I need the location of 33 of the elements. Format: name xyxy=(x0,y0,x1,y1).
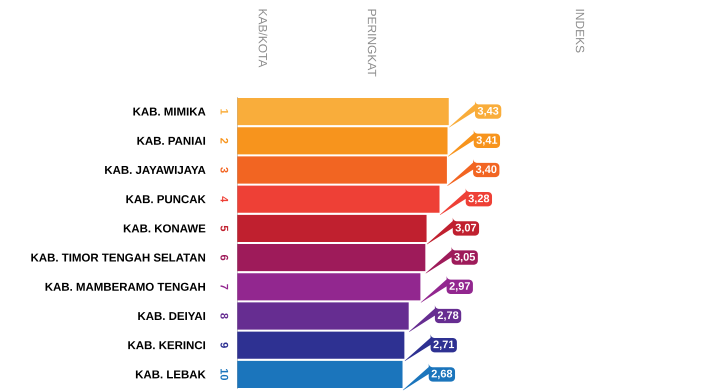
text: 4 xyxy=(220,196,228,202)
data-label: 3,43 xyxy=(478,107,498,116)
data-label: 2,71 xyxy=(433,340,454,350)
text: 3 xyxy=(220,167,228,173)
data-label: 3,40 xyxy=(476,166,496,175)
y-tick-label: KAB. MAMBERAMO TENGAH xyxy=(46,282,206,292)
data-label: 2,97 xyxy=(449,282,470,292)
text: 8 xyxy=(220,313,228,319)
data-label: 2,68 xyxy=(432,370,452,380)
y-tick-label: KAB. PUNCAK xyxy=(126,195,206,204)
y-tick-label: KAB. TIMOR TENGAH SELATAN xyxy=(31,254,206,262)
y-tick-label: KAB. LEBAK xyxy=(136,370,206,379)
text: 5 xyxy=(220,226,228,232)
text: INDEKS xyxy=(576,10,584,53)
data-label: 2,78 xyxy=(438,312,458,321)
text: 10 xyxy=(220,369,228,380)
text: 6 xyxy=(220,255,228,260)
y-tick-label: KAB. JAYAWIJAYA xyxy=(105,166,206,174)
data-label: 3,41 xyxy=(476,136,498,146)
y-tick-label: KAB. PANIAI xyxy=(137,137,206,145)
y-tick-label: KAB. KERINCI xyxy=(128,341,206,350)
text: 9 xyxy=(220,342,228,348)
y-tick-label: KAB. KONAWE xyxy=(124,224,206,233)
y-tick-label: KAB. MIMIKA xyxy=(133,108,206,116)
data-label: 3,05 xyxy=(454,253,476,262)
data-label: 3,07 xyxy=(456,224,476,234)
y-tick-label: KAB. DEIYAI xyxy=(138,312,206,320)
text: 2 xyxy=(220,138,228,144)
text: KAB/KOTA xyxy=(258,10,268,68)
text: PERINGKAT xyxy=(368,10,376,77)
text: 7 xyxy=(220,284,228,290)
text: 1 xyxy=(220,109,228,115)
data-label: 3,28 xyxy=(468,194,490,204)
